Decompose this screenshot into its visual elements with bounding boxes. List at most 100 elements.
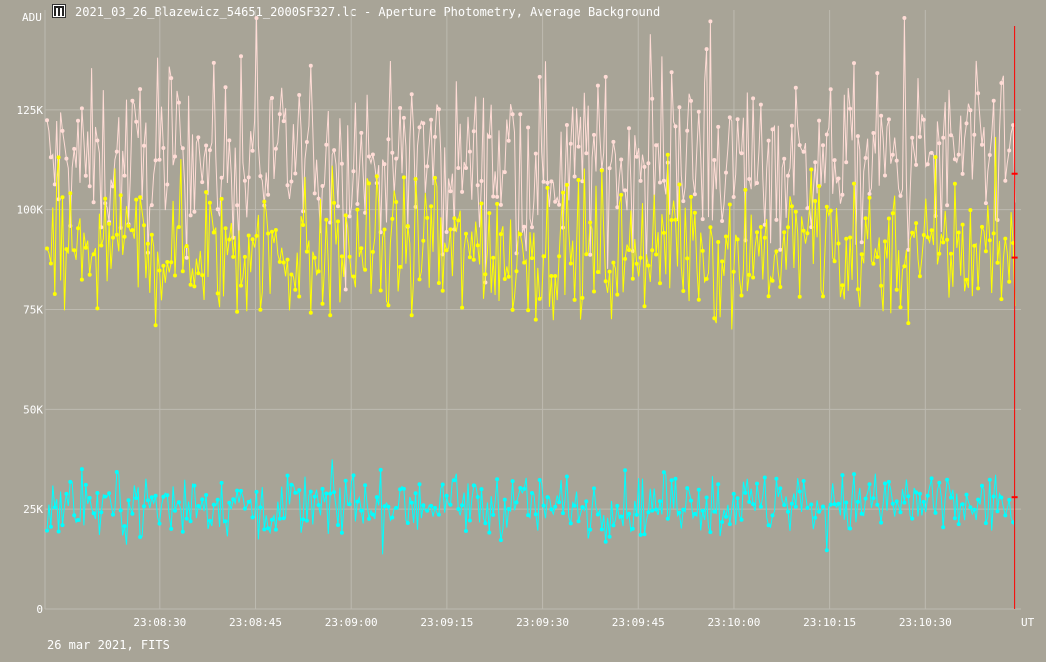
data-point xyxy=(495,201,500,206)
data-point xyxy=(898,510,903,515)
data-point xyxy=(246,175,251,180)
data-point xyxy=(580,179,585,184)
data-point xyxy=(1007,497,1012,502)
data-point xyxy=(995,509,1000,514)
data-point xyxy=(956,230,961,235)
data-point xyxy=(572,297,577,302)
data-point xyxy=(817,509,822,514)
data-point xyxy=(351,473,356,478)
data-point xyxy=(367,154,371,159)
data-point xyxy=(270,96,274,100)
data-point xyxy=(704,495,709,500)
data-point xyxy=(681,507,686,512)
data-point xyxy=(386,504,391,509)
data-point xyxy=(634,261,639,266)
x-tick-label: 23:08:45 xyxy=(229,616,282,629)
data-point xyxy=(285,183,290,188)
data-point xyxy=(308,310,313,315)
data-point xyxy=(475,495,480,499)
data-point xyxy=(867,195,872,200)
data-point xyxy=(180,529,185,534)
data-point xyxy=(215,207,220,212)
data-point xyxy=(95,306,100,311)
data-point xyxy=(506,507,511,511)
data-point xyxy=(433,175,437,180)
data-point xyxy=(452,478,457,483)
data-point xyxy=(650,248,655,253)
x-axis-label: UT xyxy=(1021,616,1035,629)
data-point xyxy=(312,255,317,260)
data-point xyxy=(584,252,589,257)
data-point xyxy=(747,272,752,277)
data-point xyxy=(107,221,112,226)
data-point xyxy=(700,508,705,513)
data-point xyxy=(646,510,651,515)
data-point xyxy=(56,197,61,202)
data-point xyxy=(215,497,220,502)
data-point xyxy=(440,288,445,293)
data-point xyxy=(646,161,651,166)
data-point xyxy=(937,141,942,146)
data-point xyxy=(161,146,166,150)
data-point xyxy=(382,162,387,167)
data-point xyxy=(735,496,740,501)
data-point xyxy=(964,121,969,126)
data-point xyxy=(995,218,1000,222)
data-point xyxy=(762,235,767,240)
data-point xyxy=(770,513,775,518)
data-point xyxy=(933,510,938,515)
data-point xyxy=(219,175,224,180)
data-point xyxy=(79,467,84,472)
data-point xyxy=(712,509,717,514)
data-point xyxy=(553,274,558,278)
app-logo-icon[interactable] xyxy=(52,4,66,18)
data-point xyxy=(797,294,802,299)
data-point xyxy=(619,192,624,197)
data-point xyxy=(770,127,775,132)
window-title: 2021_03_26_Blazewicz_54651_2000SF327.lc … xyxy=(75,5,661,19)
data-point xyxy=(506,274,511,279)
data-point xyxy=(378,467,383,472)
data-point xyxy=(929,228,934,233)
data-point xyxy=(704,276,709,281)
data-point xyxy=(293,287,298,292)
data-point xyxy=(409,313,414,318)
data-point xyxy=(479,487,484,492)
data-point xyxy=(498,232,503,237)
data-point xyxy=(836,501,841,506)
data-point xyxy=(79,106,84,111)
series-0 xyxy=(45,16,1016,292)
data-point xyxy=(871,496,876,501)
data-point xyxy=(45,528,49,533)
data-point xyxy=(743,187,748,192)
data-point xyxy=(68,479,73,484)
data-point xyxy=(685,256,690,261)
x-tick-label: 23:10:30 xyxy=(899,616,952,629)
data-point xyxy=(1003,178,1008,183)
footer-date-source: 26 mar 2021, FITS xyxy=(47,638,170,652)
data-point xyxy=(83,245,88,250)
data-point xyxy=(595,270,600,274)
data-point xyxy=(937,480,942,485)
data-point xyxy=(409,92,414,97)
data-point xyxy=(246,233,251,238)
data-point xyxy=(76,518,80,522)
data-point xyxy=(805,505,810,510)
data-point xyxy=(809,167,814,172)
data-point xyxy=(778,285,783,289)
data-point xyxy=(1007,148,1012,153)
data-point xyxy=(813,199,818,203)
data-point xyxy=(708,225,713,230)
data-point xyxy=(363,267,368,272)
data-point xyxy=(844,160,849,165)
data-point xyxy=(708,19,713,24)
data-point xyxy=(266,231,271,236)
data-point xyxy=(180,269,185,274)
data-point xyxy=(793,504,798,509)
data-point xyxy=(444,230,449,234)
data-point xyxy=(142,143,146,148)
data-point xyxy=(537,296,542,301)
data-point xyxy=(254,489,259,494)
